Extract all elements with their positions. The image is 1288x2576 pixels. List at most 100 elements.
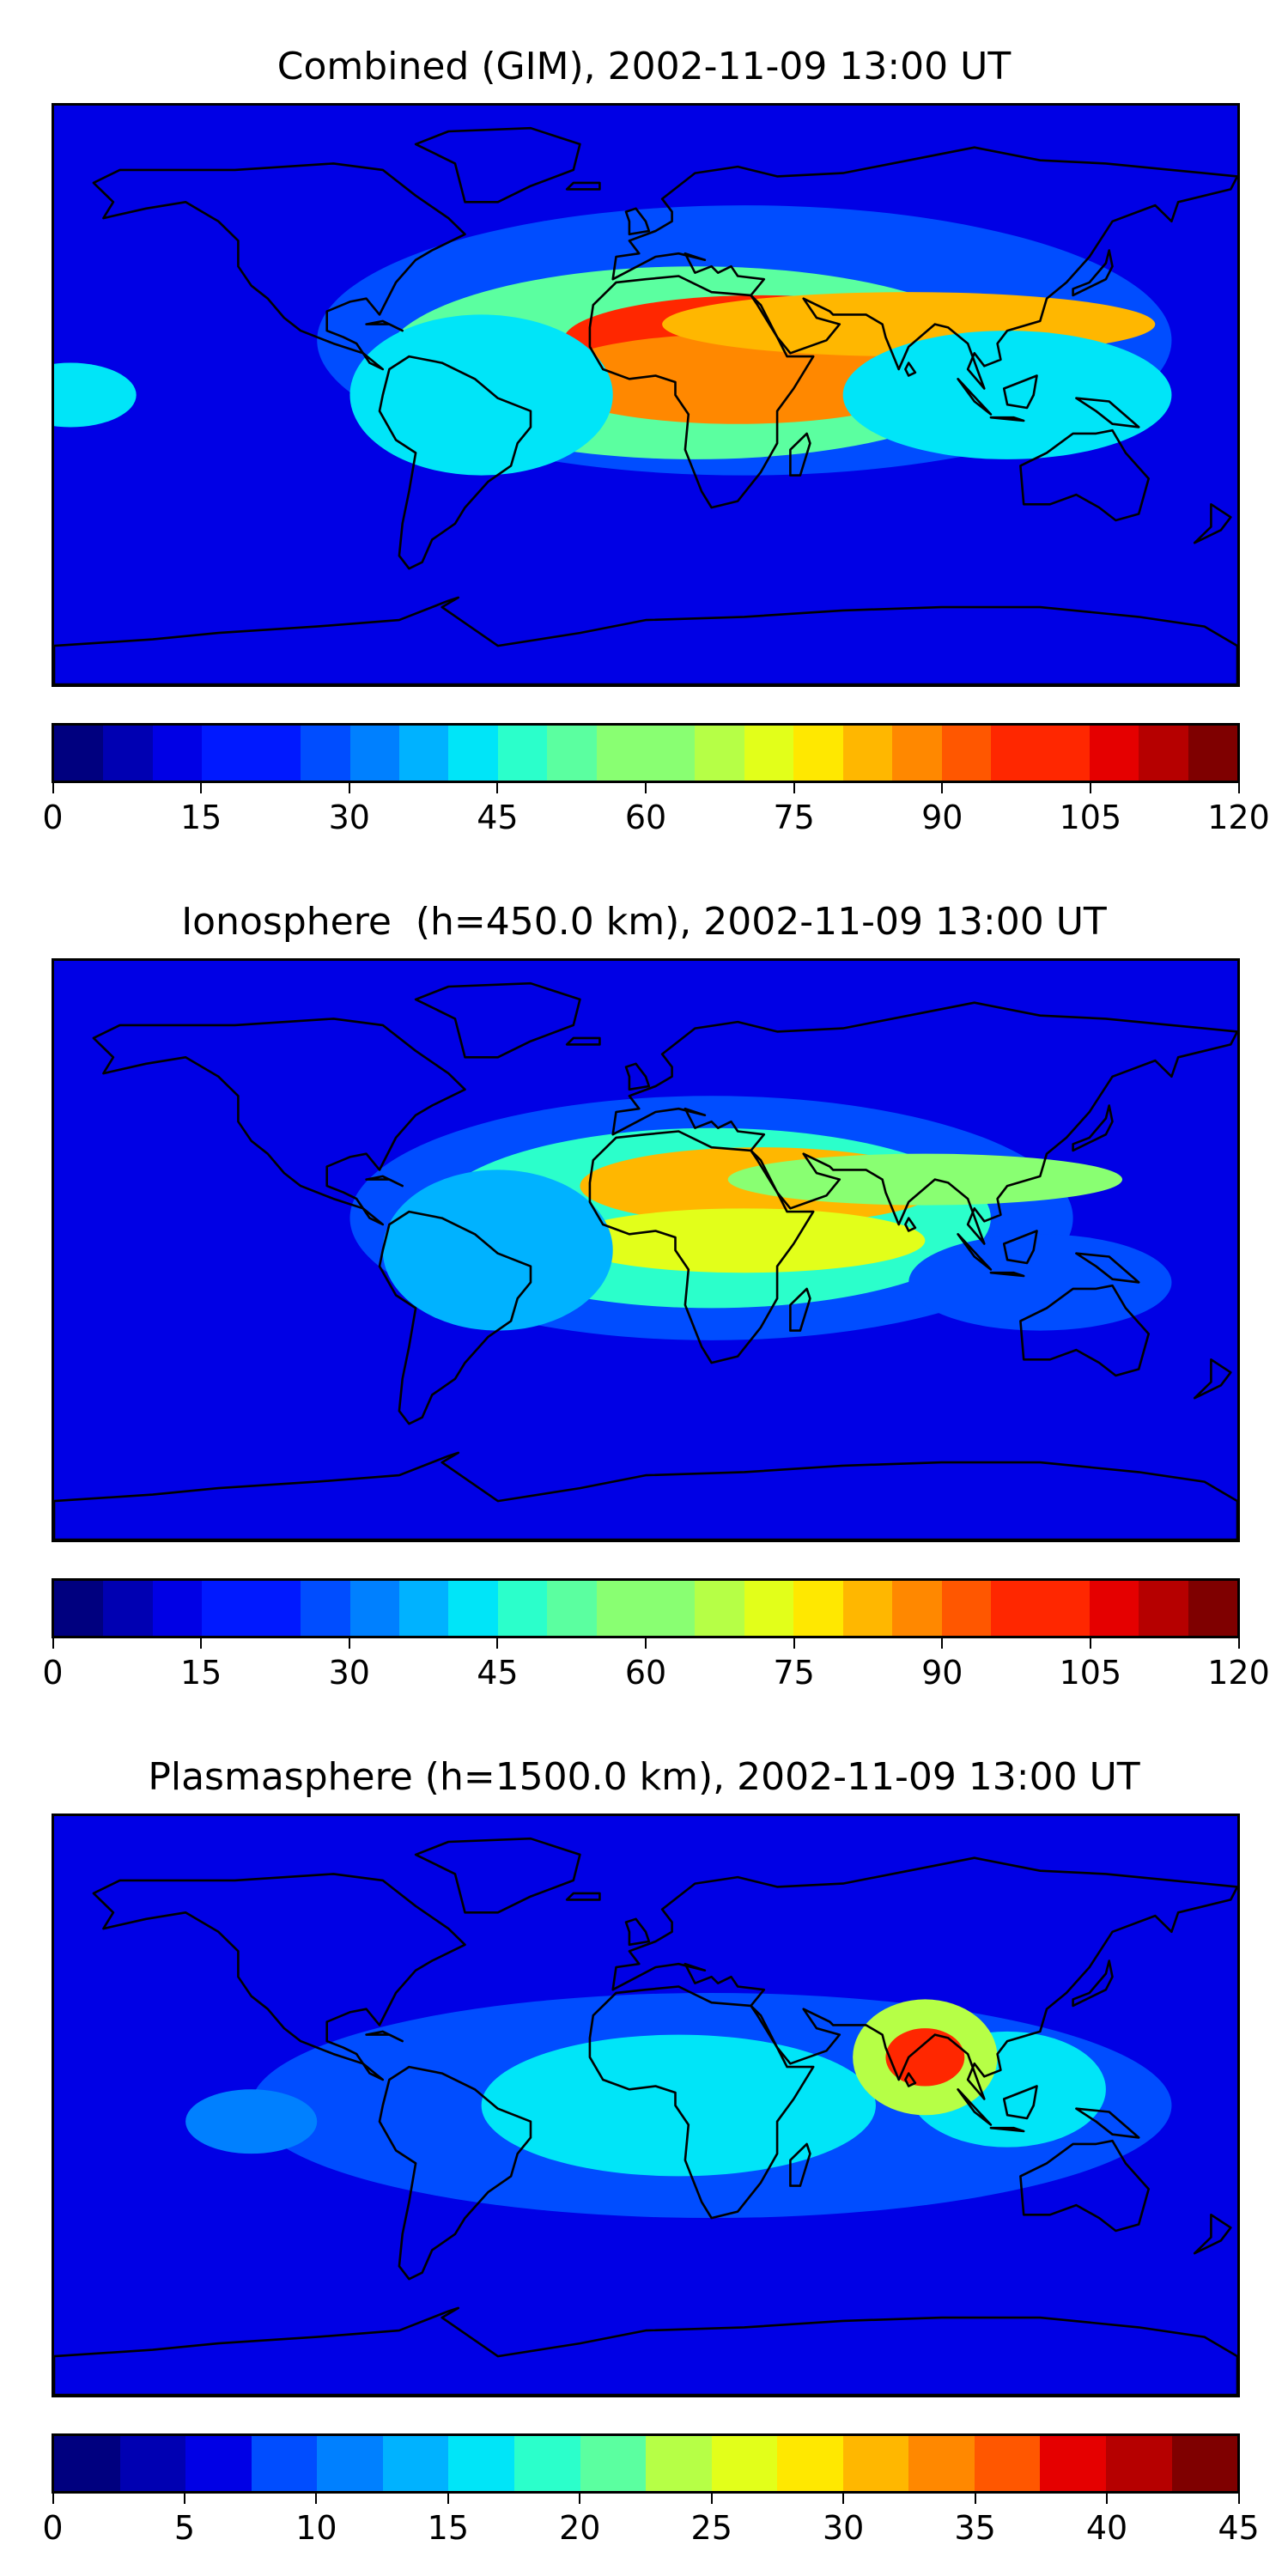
coastline-8 <box>624 1062 651 1091</box>
colorbar-segment <box>317 2436 383 2491</box>
coastline-15 <box>904 361 917 377</box>
colorbar-segment <box>1089 1581 1139 1636</box>
colorbar-segment <box>1188 726 1237 781</box>
coastline-17 <box>365 319 404 332</box>
colorbar-segment <box>1171 2436 1237 2491</box>
colorbar-tick-label: 30 <box>328 799 370 836</box>
colorbar-tick <box>974 2494 976 2504</box>
coastline-1 <box>414 1837 581 1914</box>
colorbar-segment <box>695 726 744 781</box>
colorbar-segment <box>202 1581 252 1636</box>
colorbar-segment <box>941 1581 992 1636</box>
colorbar-tick <box>183 2494 185 2504</box>
coastline-1 <box>414 981 581 1059</box>
colorbar-segment <box>547 1581 597 1636</box>
colorbar-tick-label: 45 <box>477 799 519 836</box>
colorbar-segment <box>646 1581 696 1636</box>
coastline-13 <box>1075 397 1140 428</box>
colorbar-segment <box>513 2436 580 2491</box>
coastline-16 <box>565 181 601 191</box>
colorbar-tick <box>645 1638 647 1649</box>
colorbar-segment <box>497 726 548 781</box>
colorbar-ionosphere <box>52 1578 1240 1638</box>
colorbar-tick <box>200 783 203 793</box>
coastline-16 <box>565 1892 601 1901</box>
colorbar-segment <box>991 726 1041 781</box>
coastline-7 <box>789 2142 811 2187</box>
colorbar-segment <box>448 2436 514 2491</box>
colorbar-segment <box>908 2436 975 2491</box>
colorbar-tick <box>200 1638 203 1649</box>
colorbar-segment <box>54 2436 120 2491</box>
colorbar-segment <box>646 726 696 781</box>
map-combined <box>52 103 1240 687</box>
colorbar-tick <box>1237 2494 1240 2504</box>
colorbar-segment <box>941 726 992 781</box>
coastline-10 <box>1002 374 1038 410</box>
coastline-5 <box>1019 1284 1150 1377</box>
colorbar-tick-label: 105 <box>1059 1654 1122 1692</box>
colorbar-segment <box>580 2436 647 2491</box>
field-contour-5 <box>185 2089 318 2154</box>
colorbar-segment <box>793 726 843 781</box>
colorbar-segment <box>744 1581 794 1636</box>
coastline-8 <box>624 1917 651 1947</box>
colorbar-tick <box>793 1638 795 1649</box>
colorbar-tick <box>941 783 944 793</box>
coastline-14 <box>1193 503 1232 544</box>
coastline-14 <box>1193 1358 1232 1400</box>
coastline-3 <box>588 275 815 509</box>
coastline-12 <box>989 2126 1025 2133</box>
coastline-13 <box>1075 1252 1140 1284</box>
colorbar-tick-label: 60 <box>624 799 667 836</box>
colorbar-segment <box>892 726 942 781</box>
colorbar-tick <box>52 1638 54 1649</box>
colorbar-tick-label: 35 <box>954 2509 996 2547</box>
coastline-12 <box>989 1271 1025 1278</box>
colorbar-ticks-combined: 0 15 30 45 60 75 90 105 120 <box>42 783 1270 836</box>
colorbar-tick <box>496 783 499 793</box>
colorbar-segment <box>251 1581 301 1636</box>
colorbar-tick-label: 15 <box>179 1654 222 1692</box>
colorbar-segment <box>54 726 104 781</box>
colorbar-segment <box>202 726 252 781</box>
colorbar-tick-label: 20 <box>559 2509 601 2547</box>
coastline-8 <box>624 207 651 236</box>
colorbar-segment <box>152 1581 203 1636</box>
colorbar-tick-label: 120 <box>1207 1654 1270 1692</box>
coastline-1 <box>414 126 581 204</box>
coastline-2 <box>378 355 532 570</box>
colorbar-segment <box>991 1581 1041 1636</box>
colorbar-tick <box>447 2494 449 2504</box>
colorbar-tick-label: 25 <box>690 2509 732 2547</box>
colorbar-tick <box>348 783 350 793</box>
colorbar-tick-label: 30 <box>822 2509 865 2547</box>
coastlines <box>54 1837 1237 2395</box>
colorbar-segment <box>1040 2436 1106 2491</box>
colorbar-segment <box>185 2436 252 2491</box>
coastline-5 <box>1019 428 1150 522</box>
colorbar-segment <box>382 2436 449 2491</box>
field-contour-3 <box>540 333 935 424</box>
colorbar-segment <box>448 726 498 781</box>
colorbar-segment <box>1040 1581 1090 1636</box>
colorbar-segment <box>842 1581 893 1636</box>
coastline-10 <box>1002 2085 1038 2120</box>
coastline-9 <box>1072 1959 1114 2008</box>
colorbar-tick <box>793 783 795 793</box>
colorbar-tick-label: 5 <box>173 2509 196 2547</box>
coastline-6 <box>54 1451 1237 1540</box>
colorbar-tick <box>1089 783 1091 793</box>
coastline-7 <box>789 1287 811 1332</box>
colorbar-segment <box>892 1581 942 1636</box>
colorbar-tick-label: 90 <box>921 1654 963 1692</box>
colorbar-tick-label: 0 <box>42 799 64 836</box>
colorbar-tick-label: 15 <box>427 2509 470 2547</box>
coastline-15 <box>904 1217 917 1232</box>
colorbar-segment <box>119 2436 186 2491</box>
colorbar-segment <box>596 726 647 781</box>
field-contour-4 <box>727 1153 1123 1206</box>
coastline-9 <box>1072 1104 1114 1152</box>
field-contour-6 <box>842 331 1172 459</box>
coastline-13 <box>1075 2107 1140 2139</box>
